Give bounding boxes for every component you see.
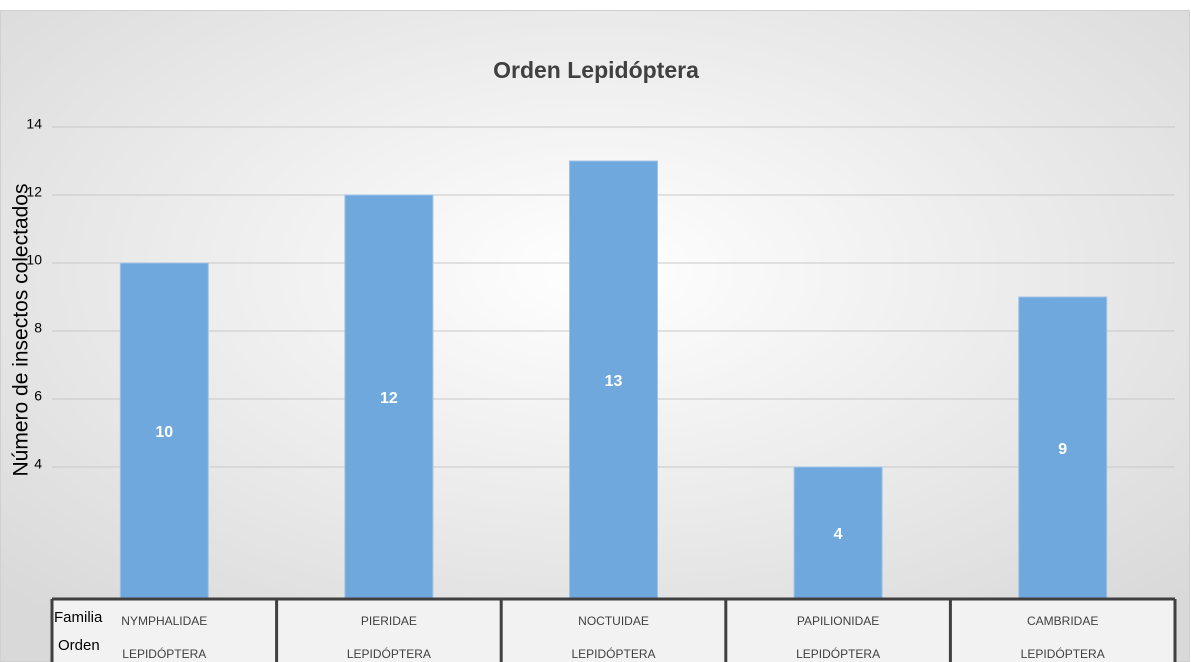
y-axis-label: Número de insectos colectados [10,184,33,477]
x-tick-label: PAPILIONIDAE [797,614,879,628]
bar [119,262,209,604]
x-tick-label: LEPIDÓPTERA [347,646,431,661]
bar [569,160,658,604]
x-tick-label: LEPIDÓPTERA [122,646,206,661]
data-label: 4 [834,526,843,543]
table-background [52,599,1175,662]
x-tick-label: LEPIDÓPTERA [1021,646,1105,661]
bar [793,466,883,604]
row-label: Familia [54,609,103,626]
x-tick-label: LEPIDÓPTERA [796,646,880,661]
y-tick-label: 10 [26,252,42,268]
data-label: 10 [155,424,173,441]
y-tick-label: 8 [34,320,42,336]
x-tick-label: PIERIDAE [361,614,417,628]
x-tick-label: NYMPHALIDAE [121,614,207,628]
y-tick-label: 14 [26,116,42,132]
y-tick-label: 6 [34,388,42,404]
data-label: 13 [605,373,623,390]
row-label: Orden [58,637,100,654]
y-tick-label: 12 [26,184,42,200]
x-tick-label: NOCTUIDAE [578,614,649,628]
bar [344,194,434,604]
x-tick-label: LEPIDÓPTERA [571,646,655,661]
bar [1018,296,1108,604]
chart-title: Orden Lepidóptera [493,57,699,83]
data-label: 12 [380,390,398,407]
y-tick-label: 4 [34,456,42,472]
x-tick-label: CAMBRIDAE [1027,614,1098,628]
data-label: 9 [1058,441,1067,458]
